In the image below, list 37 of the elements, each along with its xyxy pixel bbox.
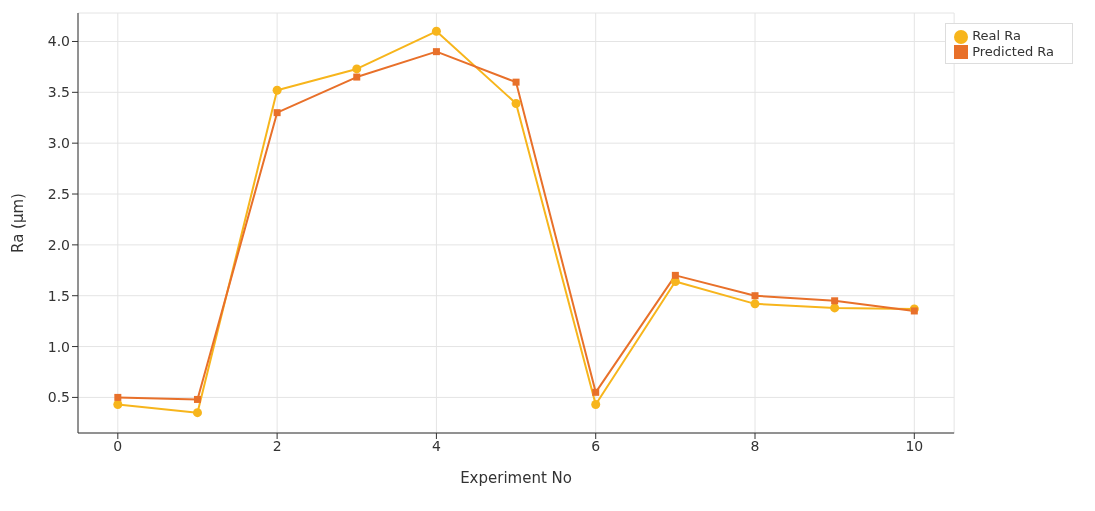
- point: [113, 400, 123, 410]
- y-tick-label: 3.5: [47, 84, 70, 101]
- point: [671, 271, 679, 279]
- point: [273, 109, 281, 117]
- x-tick-label: 2: [272, 437, 282, 454]
- x-tick-label: 6: [591, 437, 601, 454]
- point: [830, 303, 840, 313]
- x-tick-label: 10: [905, 437, 924, 454]
- point: [352, 64, 362, 74]
- point: [431, 26, 441, 36]
- y-tick-label: 2.0: [47, 236, 70, 253]
- y-tick-label: 1.0: [47, 338, 70, 355]
- point: [831, 297, 839, 305]
- point: [511, 99, 521, 109]
- point: [750, 299, 760, 309]
- point: [512, 78, 520, 86]
- x-tick-label: 8: [750, 437, 760, 454]
- point: [192, 408, 202, 418]
- y-tick-label: 2.5: [47, 185, 70, 202]
- y-tick-label: 4.0: [47, 33, 70, 50]
- x-tick-label: 0: [113, 437, 123, 454]
- point: [592, 388, 600, 396]
- x-tick-label: 4: [431, 437, 441, 454]
- y-tick-label: 1.5: [47, 287, 70, 304]
- legend-label: Real Ra: [972, 28, 1021, 43]
- point: [272, 85, 282, 95]
- point: [591, 400, 601, 410]
- point: [353, 73, 361, 81]
- point: [193, 395, 201, 403]
- y-axis-title: Ra (µm): [9, 193, 28, 253]
- point: [114, 393, 122, 401]
- x-axis-title: Experiment No: [460, 469, 572, 487]
- y-tick-label: 3.0: [47, 135, 70, 152]
- y-tick-label: 0.5: [47, 389, 70, 406]
- point: [751, 292, 759, 300]
- legend-label: Predicted Ra: [972, 43, 1054, 59]
- point: [432, 48, 440, 56]
